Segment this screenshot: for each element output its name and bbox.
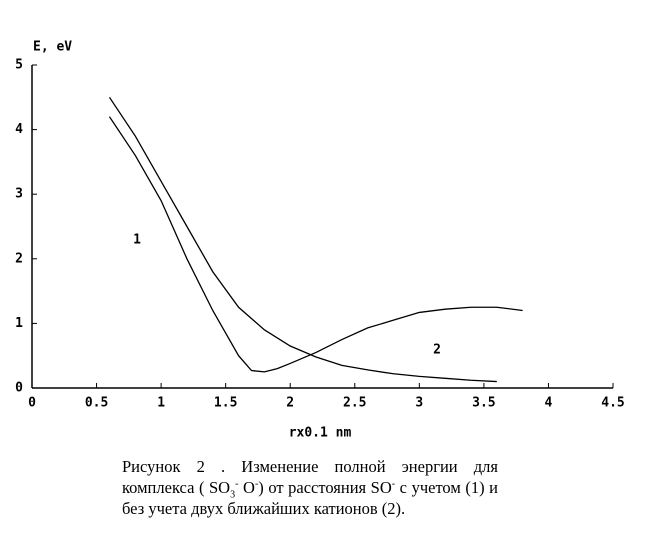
caption-text: O xyxy=(238,478,255,497)
caption-text: - xyxy=(391,478,396,490)
caption-text: ) от расстояния SO xyxy=(258,478,392,497)
x-tick-label: 2.5 xyxy=(343,396,366,411)
x-tick-label: 3.5 xyxy=(472,396,495,411)
caption-text: 3 xyxy=(230,489,236,501)
caption-text: с учетом (1) и без учета двух ближайших … xyxy=(122,478,498,518)
x-tick-label: 1 xyxy=(157,396,165,411)
y-tick-label: 1 xyxy=(15,316,23,331)
caption: Рисунок 2 . Изменение полной энергии для… xyxy=(122,456,498,519)
x-tick-label: 2 xyxy=(286,396,294,411)
x-tick-label: 3 xyxy=(415,396,423,411)
y-tick-label: 2 xyxy=(15,251,23,266)
caption-text: Рисунок 2 . Изменение полной энергии для… xyxy=(122,457,498,497)
x-axis-label: rx0.1 nm xyxy=(289,426,352,441)
x-tick-label: 4 xyxy=(545,396,553,411)
x-tick-label: 0.5 xyxy=(85,396,108,411)
x-tick-label: 0 xyxy=(28,396,36,411)
x-tick-label: 4.5 xyxy=(601,396,624,411)
caption-text: - xyxy=(235,478,239,490)
y-tick-label: 5 xyxy=(15,58,23,73)
y-tick-label: 0 xyxy=(15,381,23,396)
y-axis-label: E, eV xyxy=(33,40,72,55)
line xyxy=(108,96,497,383)
y-tick-label: 4 xyxy=(15,122,23,137)
series-label: 2 xyxy=(433,343,441,358)
line xyxy=(108,116,523,373)
x-tick-label: 1.5 xyxy=(214,396,237,411)
caption-text: - xyxy=(254,478,259,490)
chart: E, eV rx0.1 nm 0 1 2 3 4 5 0 0.5 1 1.5 2 2.5 3 3.5 4 4.… xyxy=(15,40,625,441)
series-label: 1 xyxy=(133,233,141,248)
y-tick-label: 3 xyxy=(15,187,23,202)
